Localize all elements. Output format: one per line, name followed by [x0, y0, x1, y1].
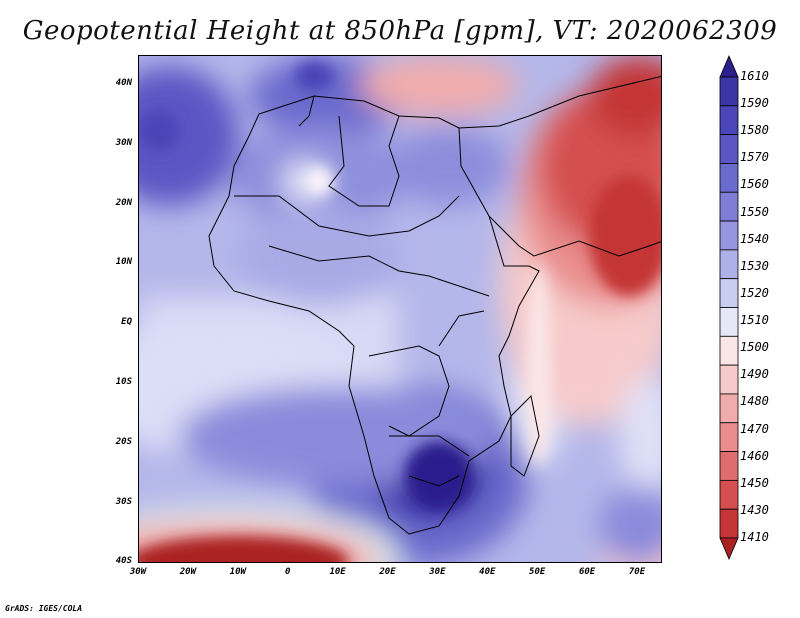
map-title: Geopotential Height at 850hPa [gpm], VT:…	[22, 16, 778, 46]
lat-label: 40S	[115, 556, 132, 567]
lat-label: EQ	[121, 317, 132, 328]
lat-label: 30S	[115, 496, 132, 507]
lon-label: 10W	[229, 567, 246, 577]
colorbar-label: 1510	[740, 313, 769, 328]
colorbar-label: 1460	[740, 448, 769, 463]
colorbar-label: 1430	[740, 502, 769, 517]
colorbar-label: 1520	[740, 285, 769, 300]
colorbar-label: 1490	[740, 367, 769, 382]
colorbar-swatch	[719, 422, 739, 452]
colorbar	[719, 55, 739, 560]
colorbar-swatch	[719, 163, 739, 193]
lon-label: 0	[284, 567, 291, 577]
lon-label: 70E	[628, 567, 646, 577]
colorbar-swatch	[719, 134, 739, 164]
lat-label: 30N	[115, 137, 132, 148]
lon-label: 30E	[429, 567, 446, 577]
colorbar-swatch	[719, 364, 739, 395]
colorbar-swatch	[719, 479, 739, 510]
colorbar-label: 1480	[740, 394, 769, 409]
geopotential-map	[138, 55, 662, 563]
colorbar-swatch	[719, 249, 739, 280]
map-canvas	[139, 56, 661, 562]
colorbar-label: 1450	[740, 475, 769, 490]
lon-label: 30W	[129, 567, 147, 577]
colorbar-label: 1560	[740, 177, 769, 192]
lat-label: 10N	[115, 257, 132, 268]
colorbar-bottom-arrow	[719, 537, 739, 560]
colorbar-label: 1590	[740, 96, 769, 111]
lat-label: 20N	[115, 197, 132, 208]
colorbar-top-arrow	[719, 55, 739, 78]
lon-label: 40E	[479, 567, 496, 577]
colorbar-swatch	[719, 393, 739, 424]
lon-label: 20E	[379, 567, 396, 577]
colorbar-label: 1500	[740, 340, 769, 355]
colorbar-label: 1470	[740, 421, 769, 436]
colorbar-swatch	[719, 278, 739, 308]
lon-label: 10E	[329, 567, 346, 577]
colorbar-label: 1570	[740, 150, 769, 165]
colorbar-swatch	[719, 76, 739, 107]
colorbar-swatch	[719, 508, 739, 539]
colorbar-swatch	[719, 105, 739, 136]
colorbar-label: 1580	[740, 123, 769, 138]
colorbar-swatch	[719, 191, 739, 222]
colorbar-label: 1540	[740, 231, 769, 246]
grads-credit: GrADS: IGES/COLA	[5, 604, 83, 613]
lat-label: 10S	[115, 377, 132, 387]
lat-label: 20S	[115, 436, 132, 447]
colorbar-swatch	[719, 307, 739, 337]
field-detail	[139, 61, 661, 562]
colorbar-label: 1550	[740, 204, 769, 219]
colorbar-label: 1610	[740, 69, 769, 83]
colorbar-swatch	[719, 220, 739, 251]
lon-label: 20W	[179, 567, 197, 577]
lon-label: 60E	[578, 567, 596, 577]
colorbar-label: 1410	[740, 530, 769, 544]
lon-label: 50E	[529, 567, 546, 577]
coastlines	[208, 75, 661, 535]
colorbar-swatch	[719, 335, 739, 366]
colorbar-label: 1530	[740, 258, 769, 273]
colorbar-swatch	[719, 451, 739, 481]
lat-label: 40N	[115, 78, 132, 88]
